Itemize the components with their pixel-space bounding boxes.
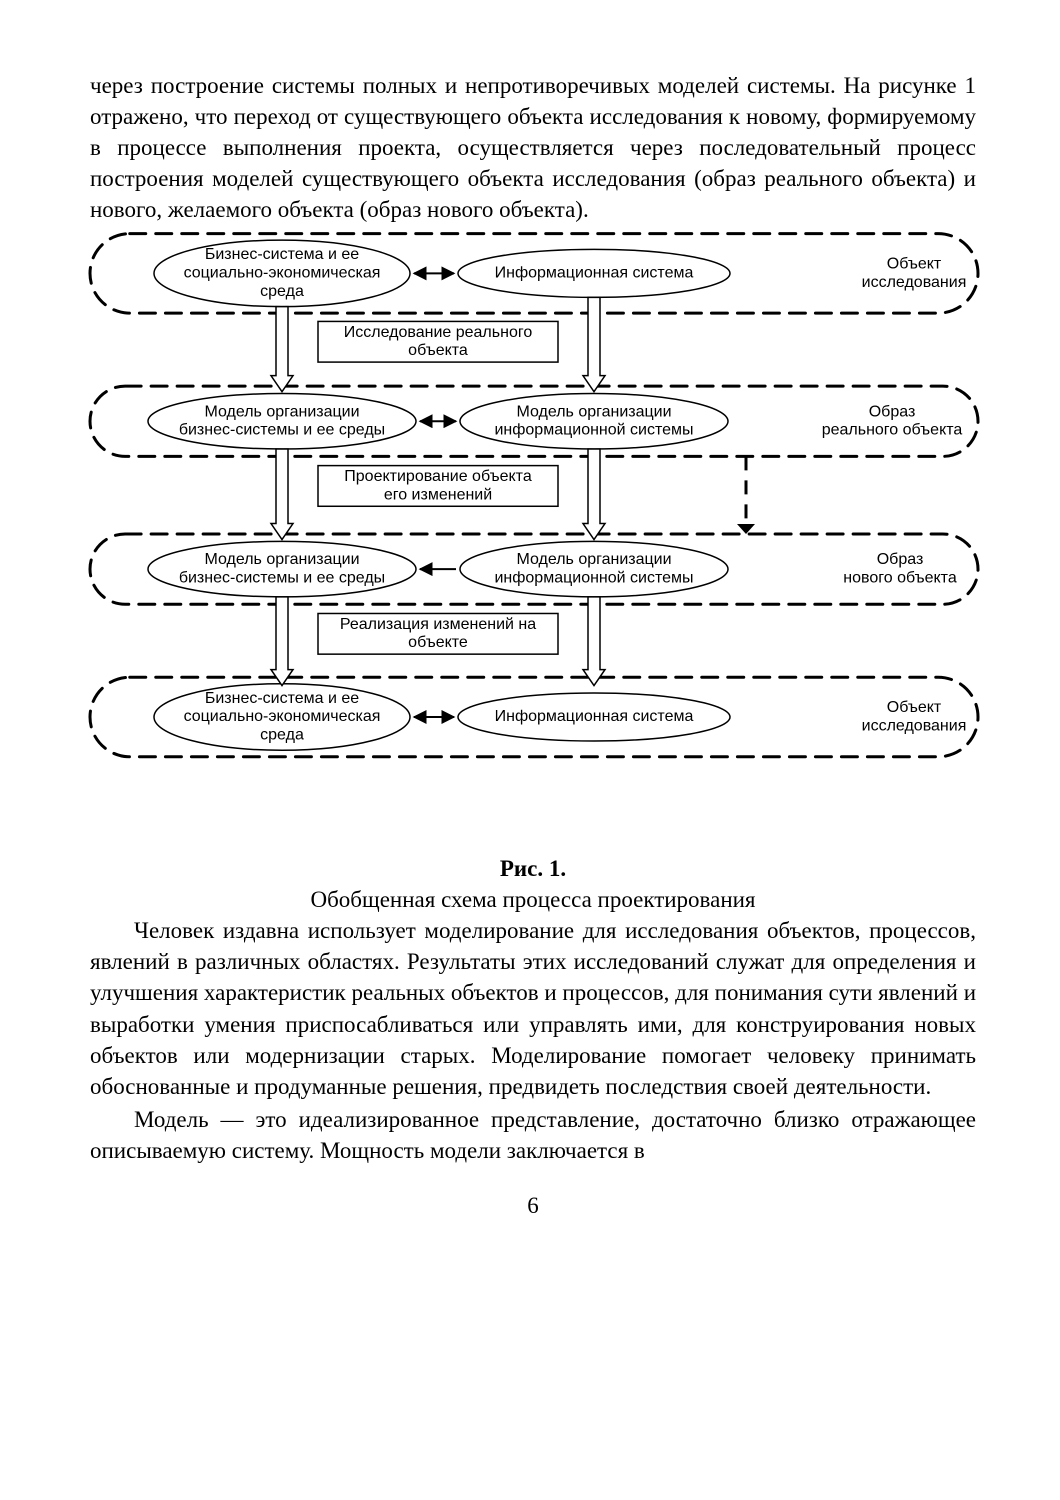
svg-text:реального объекта: реального объекта bbox=[822, 422, 963, 439]
figure-1-diagram: ОбъектисследованияБизнес-система и еесоц… bbox=[84, 229, 982, 847]
svg-text:Объект: Объект bbox=[887, 256, 942, 273]
svg-text:Информационная система: Информационная система bbox=[495, 708, 694, 725]
svg-text:объекте: объекте bbox=[408, 634, 468, 651]
svg-text:исследования: исследования bbox=[862, 274, 967, 291]
svg-text:Исследование реального: Исследование реального bbox=[344, 324, 533, 341]
svg-text:бизнес-системы и ее среды: бизнес-системы и ее среды bbox=[179, 422, 385, 439]
svg-text:бизнес-системы и ее среды: бизнес-системы и ее среды bbox=[179, 570, 385, 587]
svg-text:Бизнес-система и ее: Бизнес-система и ее bbox=[205, 246, 359, 263]
body-paragraph-2: Человек издавна использует моделирование… bbox=[90, 915, 976, 1101]
svg-text:социально-экономическая: социально-экономическая bbox=[184, 265, 381, 282]
svg-text:объекта: объекта bbox=[408, 342, 468, 359]
svg-text:информационной системы: информационной системы bbox=[494, 570, 693, 587]
svg-text:нового объекта: нового объекта bbox=[843, 570, 957, 587]
svg-text:исследования: исследования bbox=[862, 718, 967, 735]
svg-text:Проектирование объекта: Проектирование объекта bbox=[344, 468, 532, 485]
svg-text:среда: среда bbox=[260, 283, 304, 300]
svg-text:Образ: Образ bbox=[869, 403, 916, 420]
figure-caption-text: Обобщенная схема процесса проектирования bbox=[310, 887, 755, 912]
svg-text:Объект: Объект bbox=[887, 699, 942, 716]
svg-text:Модель организации: Модель организации bbox=[204, 551, 359, 568]
svg-text:Информационная система: Информационная система bbox=[495, 265, 694, 282]
page-number: 6 bbox=[90, 1190, 976, 1221]
figure-caption: Рис. 1. Обобщенная схема процесса проект… bbox=[90, 853, 976, 915]
svg-text:Модель организации: Модель организации bbox=[516, 403, 671, 420]
svg-text:информационной системы: информационной системы bbox=[494, 422, 693, 439]
svg-text:Модель организации: Модель организации bbox=[204, 403, 359, 420]
svg-text:Бизнес-система и ее: Бизнес-система и ее bbox=[205, 690, 359, 707]
svg-text:Образ: Образ bbox=[877, 551, 924, 568]
svg-text:социально-экономическая: социально-экономическая bbox=[184, 708, 381, 725]
body-paragraph-3: Модель — это идеализированное представле… bbox=[90, 1104, 976, 1166]
svg-text:среда: среда bbox=[260, 727, 304, 744]
svg-text:Модель организации: Модель организации bbox=[516, 551, 671, 568]
figure-caption-label: Рис. 1. bbox=[500, 856, 566, 881]
svg-text:Реализация изменений на: Реализация изменений на bbox=[340, 616, 536, 633]
svg-text:его изменений: его изменений bbox=[384, 487, 492, 504]
body-paragraph-1: через построение системы полных и непрот… bbox=[90, 70, 976, 225]
